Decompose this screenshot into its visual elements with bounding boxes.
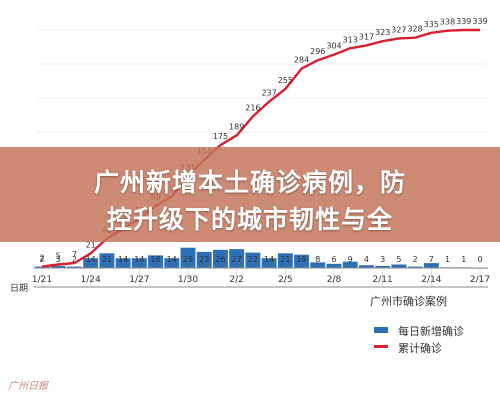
daily-value-label: 22 xyxy=(248,255,258,264)
daily-value-label: 5 xyxy=(396,255,401,264)
daily-value-label: 7 xyxy=(429,255,434,264)
x-axis-caption: 日期 xyxy=(10,284,29,294)
daily-bar xyxy=(342,261,358,268)
daily-bar xyxy=(115,258,131,268)
legend-title: 广州市确诊案例 xyxy=(370,295,447,308)
daily-bar xyxy=(34,266,50,268)
daily-value-label: 18 xyxy=(150,255,160,264)
daily-bar xyxy=(83,258,99,268)
cumulative-value-label: 189 xyxy=(229,122,244,131)
headline-banner: 广州新增本土确诊病例，防 控升级下的城市韧性与全 xyxy=(0,147,500,242)
daily-bar xyxy=(245,252,261,268)
daily-bar xyxy=(277,253,293,268)
daily-bar xyxy=(375,265,391,268)
daily-value-label: 3 xyxy=(56,255,61,264)
daily-value-label: 3 xyxy=(380,255,385,264)
cumulative-value-label: 175 xyxy=(213,132,228,141)
cumulative-value-label: 304 xyxy=(326,42,341,51)
x-tick-label: 2/5 xyxy=(278,275,292,285)
daily-value-label: 14 xyxy=(167,255,177,264)
daily-value-label: 23 xyxy=(199,255,209,264)
daily-bar xyxy=(294,254,310,268)
x-tick-label: 2/17 xyxy=(470,275,490,285)
cumulative-value-label: 323 xyxy=(375,28,390,37)
daily-value-label: 8 xyxy=(315,255,320,264)
daily-bar xyxy=(261,258,277,268)
cumulative-value-label: 335 xyxy=(424,20,439,29)
daily-bar xyxy=(50,265,66,268)
daily-bar xyxy=(212,249,228,268)
daily-value-label: 4 xyxy=(364,255,369,264)
cumulative-value-label: 339 xyxy=(456,17,471,26)
x-tick-label: 1/21 xyxy=(32,275,52,285)
daily-value-label: 29 xyxy=(183,255,193,264)
daily-value-label: 9 xyxy=(348,255,353,264)
daily-value-label: 1 xyxy=(445,255,450,264)
daily-value-label: 14 xyxy=(86,255,96,264)
x-tick-label: 2/14 xyxy=(421,275,441,285)
daily-value-label: 21 xyxy=(102,255,112,264)
daily-value-label: 14 xyxy=(118,255,128,264)
daily-value-label: 26 xyxy=(215,255,225,264)
daily-bar xyxy=(180,247,196,268)
daily-bar xyxy=(196,251,212,268)
daily-value-label: 1 xyxy=(461,255,466,264)
daily-bar xyxy=(358,265,374,268)
daily-value-label: 0 xyxy=(477,255,482,264)
daily-bar xyxy=(66,266,82,268)
legend-label-daily: 每日新增确诊 xyxy=(398,325,464,338)
cumulative-value-label: 339 xyxy=(472,17,487,26)
cumulative-value-label: 7 xyxy=(72,250,77,259)
cumulative-value-label: 237 xyxy=(261,89,276,98)
cumulative-value-label: 338 xyxy=(440,18,455,27)
daily-bar xyxy=(407,266,423,268)
cumulative-value-label: 284 xyxy=(294,56,309,65)
cumulative-value-label: 327 xyxy=(391,25,406,34)
cumulative-value-label: 21 xyxy=(86,240,96,249)
legend-swatch-daily xyxy=(374,327,388,333)
daily-value-label: 2 xyxy=(72,255,77,264)
daily-bar xyxy=(148,255,164,268)
headline-line-2: 控升级下的城市韧性与全 xyxy=(106,205,393,234)
legend-swatch-cumulative xyxy=(374,345,388,348)
daily-value-label: 21 xyxy=(280,255,290,264)
x-tick-label: 1/24 xyxy=(81,275,101,285)
daily-bar xyxy=(99,253,115,268)
headline-line-1: 广州新增本土确诊病例，防 xyxy=(93,168,406,197)
daily-value-label: 27 xyxy=(232,255,242,264)
legend: 广州市确诊案例 每日新增确诊 累计确诊 xyxy=(360,293,500,363)
x-tick-label: 1/27 xyxy=(129,275,149,285)
daily-value-label: 2 xyxy=(413,255,418,264)
daily-bar xyxy=(310,262,326,268)
daily-bar xyxy=(131,258,147,268)
x-tick-label: 2/2 xyxy=(229,275,243,285)
cumulative-value-label: 296 xyxy=(310,47,325,56)
daily-value-label: 14 xyxy=(264,255,274,264)
daily-value-label: 14 xyxy=(134,255,144,264)
cumulative-value-label: 5 xyxy=(56,251,61,260)
daily-bar xyxy=(326,263,342,268)
daily-bar xyxy=(423,263,439,268)
legend-label-cumulative: 累计确诊 xyxy=(398,342,442,355)
daily-value-label: 19 xyxy=(296,255,306,264)
daily-bar xyxy=(391,264,407,268)
daily-value-label: 6 xyxy=(331,255,336,264)
daily-bar xyxy=(164,258,180,268)
cumulative-value-label: 328 xyxy=(407,25,422,34)
cumulative-value-label: 255 xyxy=(278,76,293,85)
cumulative-value-label: 317 xyxy=(359,32,374,41)
x-tick-label: 2/11 xyxy=(373,275,393,285)
daily-bar xyxy=(229,249,245,268)
cumulative-value-label: 216 xyxy=(245,103,260,112)
cumulative-value-label: 2 xyxy=(39,254,44,263)
x-tick-label: 2/8 xyxy=(327,275,342,285)
newspaper-logo: 广州日报 xyxy=(8,381,48,392)
cumulative-value-label: 313 xyxy=(343,35,358,44)
daily-value-label: 2 xyxy=(39,255,44,264)
x-tick-label: 1/30 xyxy=(178,275,198,285)
